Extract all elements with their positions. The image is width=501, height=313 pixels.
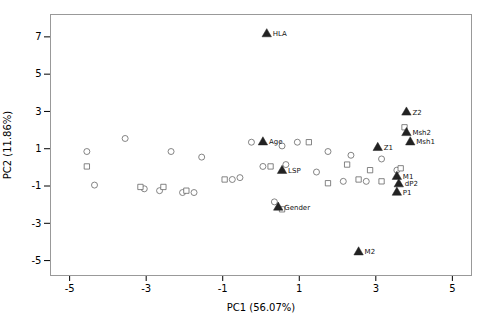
svg-text:7: 7 (35, 31, 41, 42)
svg-text:M2: M2 (365, 248, 376, 256)
svg-text:Msh1: Msh1 (416, 138, 435, 146)
svg-text:HLA: HLA (273, 30, 287, 38)
svg-text:1: 1 (296, 283, 302, 294)
svg-text:dP2: dP2 (405, 180, 418, 188)
svg-text:LSP: LSP (288, 167, 301, 175)
svg-text:-1: -1 (32, 180, 42, 191)
svg-text:Age: Age (269, 138, 283, 146)
svg-text:P1: P1 (403, 189, 412, 197)
svg-text:-3: -3 (32, 218, 42, 229)
svg-text:Gender: Gender (284, 204, 310, 212)
svg-text:PC1 (56.07%): PC1 (56.07%) (227, 302, 296, 313)
svg-text:3: 3 (373, 283, 379, 294)
svg-text:PC2 (11.86%): PC2 (11.86%) (2, 111, 13, 180)
svg-text:3: 3 (35, 106, 41, 117)
svg-text:Z1: Z1 (384, 144, 393, 152)
svg-text:5: 5 (449, 283, 455, 294)
svg-text:-1: -1 (218, 283, 228, 294)
svg-text:Z2: Z2 (412, 109, 421, 117)
svg-text:-5: -5 (65, 283, 75, 294)
svg-text:-3: -3 (141, 283, 151, 294)
svg-text:5: 5 (35, 68, 41, 79)
svg-text:-5: -5 (32, 255, 42, 266)
svg-text:Msh2: Msh2 (412, 129, 431, 137)
svg-text:1: 1 (35, 143, 41, 154)
svg-text:M1: M1 (402, 172, 414, 181)
